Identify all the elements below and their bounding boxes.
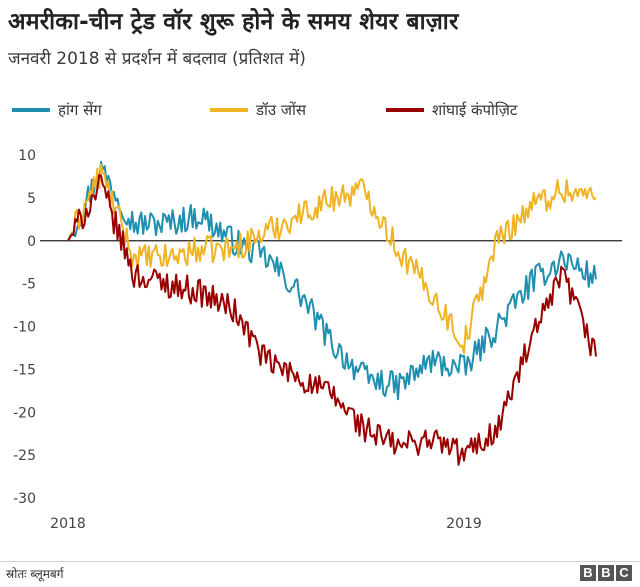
y-tick-label: 10 <box>18 148 36 164</box>
x-tick-label: 2019 <box>446 516 482 532</box>
y-tick-label: 5 <box>27 191 36 207</box>
y-tick-label: -30 <box>13 491 36 507</box>
bbc-logo-letter: B <box>580 565 596 581</box>
bbc-logo-letter: B <box>598 565 614 581</box>
legend-item-shanghai: शांघाई कंपोज़िट <box>386 99 517 121</box>
bbc-logo: B B C <box>580 565 632 581</box>
legend-item-hang-seng: हांग सेंग <box>12 99 102 121</box>
legend-item-dow-jones: डॉउ जोंस <box>210 99 306 121</box>
legend-swatch-dow-jones <box>210 108 248 112</box>
y-tick-label: -15 <box>13 362 36 378</box>
chart-title: अमरीका-चीन ट्रेड वॉर शुरू होने के समय शे… <box>8 9 459 35</box>
footer-divider <box>0 561 640 562</box>
legend-label-hang-seng: हांग सेंग <box>58 101 102 119</box>
bbc-logo-letter: C <box>616 565 632 581</box>
y-tick-label: 0 <box>27 234 36 250</box>
series-line-hang-seng <box>67 160 597 401</box>
y-tick-label: -25 <box>13 448 36 464</box>
legend-label-shanghai: शांघाई कंपोज़िट <box>432 101 518 119</box>
x-tick-label: 2018 <box>50 516 86 532</box>
series-line-dow-jones <box>67 163 597 355</box>
series-line-shanghai <box>67 174 597 466</box>
y-tick-label: -10 <box>13 320 36 336</box>
legend-swatch-hang-seng <box>12 108 50 112</box>
y-tick-label: -20 <box>13 405 36 421</box>
chart-subtitle: जनवरी 2018 से प्रदर्शन में बदलाव (प्रतिश… <box>8 49 306 69</box>
chart-legend: हांग सेंग डॉउ जोंस शांघाई कंपोज़िट <box>12 99 632 121</box>
legend-label-dow-jones: डॉउ जोंस <box>256 101 307 119</box>
y-tick-label: -5 <box>22 277 36 293</box>
legend-swatch-shanghai <box>386 108 424 112</box>
source-note: स्रोतः ब्लूमबर्ग <box>6 567 64 581</box>
